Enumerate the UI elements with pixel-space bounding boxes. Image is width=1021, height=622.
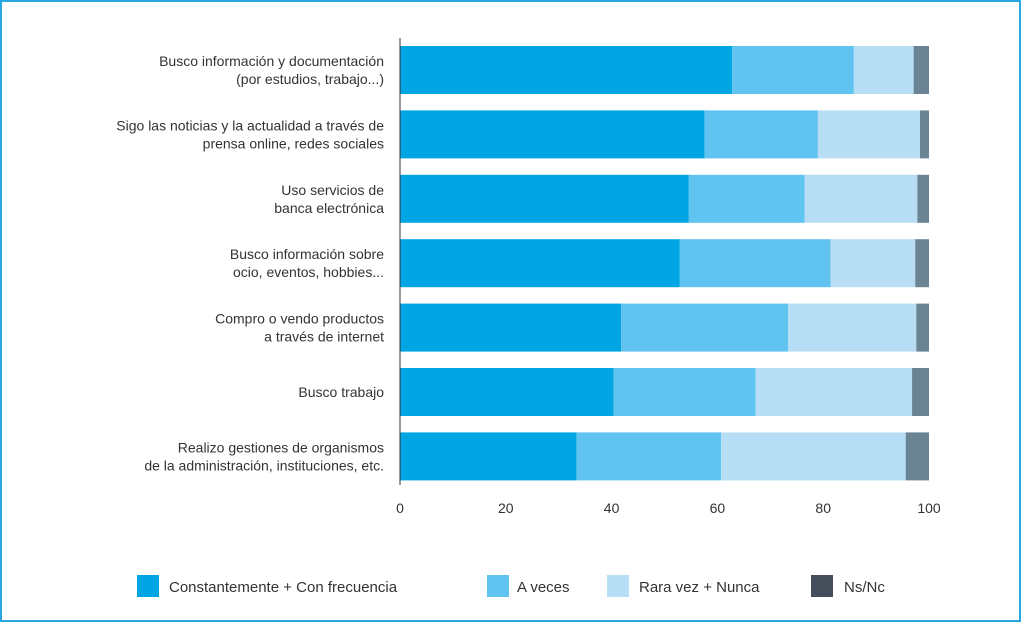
bar-segment-4-series-3: [830, 239, 916, 288]
x-tick-label-100: 100: [917, 500, 941, 516]
category-label-line: banca electrónica: [274, 200, 384, 216]
legend-swatch-4: [811, 575, 833, 597]
legend-swatch-3: [607, 575, 629, 597]
legend-swatch-1: [137, 575, 159, 597]
category-label-1: Busco información y documentación (por es…: [159, 53, 384, 87]
category-label-line: Busco información sobre: [230, 246, 384, 262]
category-label-2: Sigo las noticias y la actualidad a trav…: [116, 117, 384, 151]
category-label-line: a través de internet: [264, 329, 384, 345]
bar-segment-7-series-1: [400, 432, 577, 481]
category-label-6: Busco trabajo: [298, 384, 384, 400]
bar-segment-2-series-2: [704, 110, 818, 159]
category-label-line: prensa online, redes sociales: [203, 135, 384, 151]
bar-segment-6-series-4: [912, 368, 929, 416]
x-tick-label-0: 0: [396, 500, 404, 516]
category-label-3: Uso servicios de banca electrónica: [274, 182, 384, 216]
category-label-line: Realizo gestiones de organismos: [178, 439, 384, 455]
bar-segment-3-series-2: [688, 174, 805, 223]
category-label-line: Busco trabajo: [298, 384, 384, 400]
bar-segment-5-series-2: [621, 303, 789, 352]
bar-segment-5-series-3: [788, 303, 917, 352]
bar-segment-3-series-4: [917, 174, 929, 223]
category-label-line: Uso servicios de: [281, 182, 384, 198]
bar-segment-5-series-1: [400, 303, 622, 352]
bar-segment-6-series-1: [400, 368, 614, 416]
bar-segment-4-series-4: [915, 239, 929, 288]
legend-label-3: Rara vez + Nunca: [639, 579, 760, 596]
category-label-line: (por estudios, trabajo...): [236, 71, 384, 87]
bar-segment-4-series-1: [400, 239, 680, 288]
bar-segment-4-series-2: [679, 239, 831, 288]
legend-label-4: Ns/Nc: [844, 579, 885, 596]
bar-segment-3-series-3: [804, 174, 918, 223]
legend-label-1: Constantemente + Con frecuencia: [169, 579, 398, 596]
category-label-5: Compro o vendo productos a través de inte…: [215, 311, 384, 345]
bar-segment-1-series-2: [732, 46, 854, 94]
category-label-line: ocio, eventos, hobbies...: [233, 264, 384, 280]
bar-segment-2-series-3: [817, 110, 921, 159]
x-tick-label-40: 40: [604, 500, 620, 516]
bar-segment-1-series-4: [913, 46, 929, 94]
category-label-line: Compro o vendo productos: [215, 311, 384, 327]
bar-segment-5-series-4: [916, 303, 929, 352]
bar-segment-6-series-2: [613, 368, 756, 416]
bar-segment-1-series-1: [400, 46, 733, 94]
x-tick-label-60: 60: [710, 500, 726, 516]
bar-segment-6-series-3: [755, 368, 913, 416]
x-tick-label-80: 80: [815, 500, 831, 516]
bar-segment-7-series-4: [905, 432, 929, 481]
bar-segment-1-series-3: [853, 46, 914, 94]
bar-segment-7-series-3: [721, 432, 906, 481]
bar-segment-7-series-2: [576, 432, 722, 481]
legend-swatch-2: [487, 575, 509, 597]
category-label-4: Busco información sobre ocio, eventos, ho…: [230, 246, 384, 280]
bar-segment-3-series-1: [400, 174, 689, 223]
bar-segment-2-series-1: [400, 110, 705, 159]
category-label-line: Busco información y documentación: [159, 53, 384, 69]
category-label-7: Realizo gestiones de organismos de la adm…: [144, 439, 384, 473]
bar-segment-2-series-4: [920, 110, 929, 159]
category-label-line: Sigo las noticias y la actualidad a trav…: [116, 117, 384, 133]
x-tick-label-20: 20: [498, 500, 514, 516]
category-label-line: de la administración, instituciones, etc…: [144, 457, 384, 473]
legend-label-2: A veces: [517, 579, 570, 596]
